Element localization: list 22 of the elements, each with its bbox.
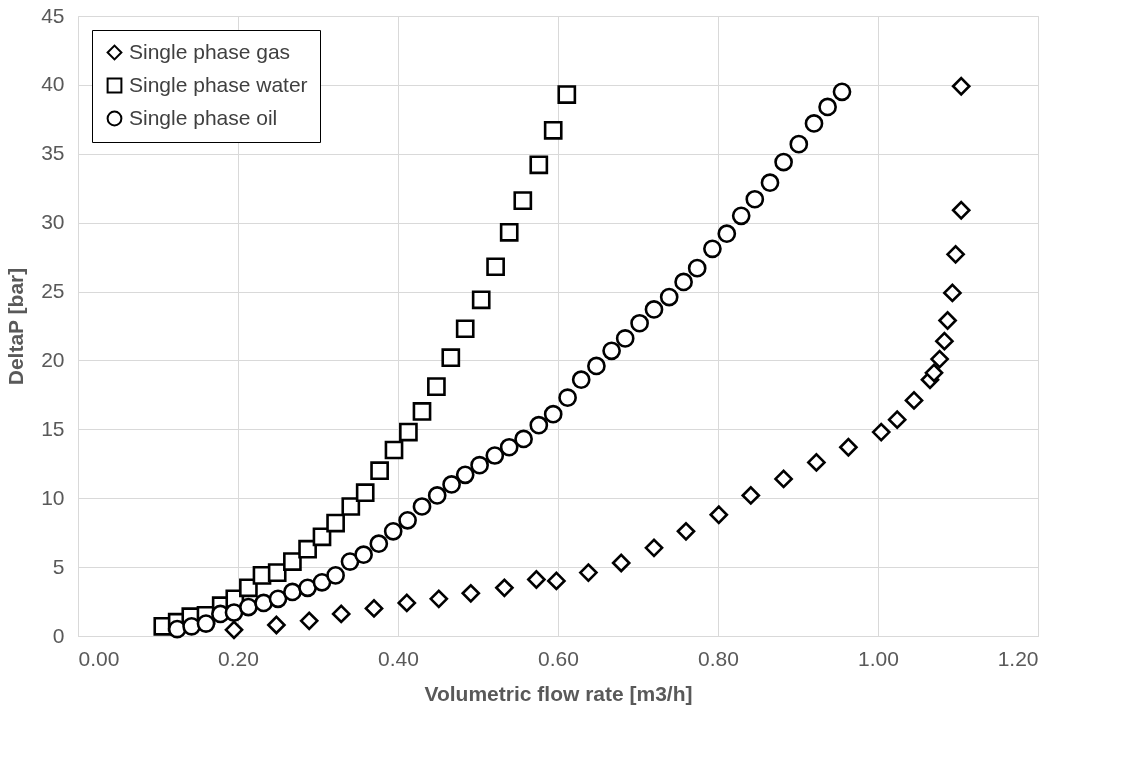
y-tick-label: 5 [52,554,65,578]
x-tick-label: 0.60 [538,646,579,670]
y-tick-label: 25 [41,279,65,303]
x-tick-label: 0.40 [378,646,419,670]
x-axis-title: Volumetric flow rate [m3/h] [424,681,693,705]
y-tick-label: 35 [41,141,65,165]
y-tick-label: 45 [41,3,65,27]
y-tick-label: 0 [52,623,65,647]
y-tick-label: 40 [41,72,65,96]
x-tick-label: 0.20 [218,646,259,670]
y-tick-label: 30 [41,210,65,234]
x-tick-label: 0.80 [698,646,739,670]
y-tick-label: 20 [41,347,65,371]
x-tick-label: 0.00 [78,646,120,670]
legend-label: Single phase oil [129,105,278,129]
legend-label: Single phase gas [129,39,291,63]
y-tick-label: 10 [41,485,65,509]
y-tick-label: 15 [41,416,65,440]
y-axis-title: DeltaP [bar] [4,267,28,386]
x-tick-label: 1.00 [858,646,899,670]
legend-label: Single phase water [129,72,308,96]
x-tick-label: 1.20 [997,646,1039,670]
